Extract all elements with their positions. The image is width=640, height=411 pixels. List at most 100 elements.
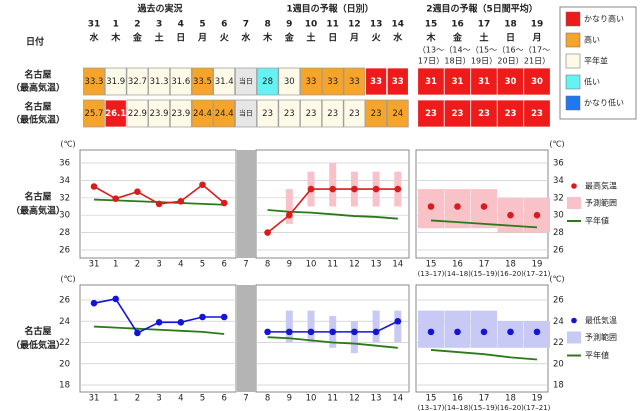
x-tick-label: 11 — [327, 394, 338, 404]
x-sublabel: (13–17) — [418, 404, 445, 411]
range-bar — [372, 310, 380, 343]
value-dot — [372, 185, 380, 193]
table-cell — [126, 67, 149, 96]
table-cell — [191, 99, 214, 128]
table-cell — [104, 99, 127, 128]
x-sublabel: (14–18) — [444, 404, 471, 411]
date-weekday: 月 — [349, 33, 359, 44]
range-bar — [394, 310, 402, 343]
value-dot — [90, 183, 98, 190]
cell-value: 25.7 — [85, 109, 104, 119]
date-weekday: 木 — [110, 32, 121, 44]
cell-value: 23 — [478, 109, 490, 119]
date-day: 16 — [451, 20, 464, 30]
x-tick-label: 3 — [156, 394, 161, 404]
date-weekday: 木 — [262, 32, 273, 44]
date-weekday: 土 — [306, 32, 315, 44]
date-period: 18日） — [444, 57, 470, 66]
y-unit: (℃) — [60, 140, 75, 149]
cell-value: 33 — [392, 77, 404, 87]
date-weekday: 日 — [328, 33, 337, 44]
x-tick-label: 12 — [349, 394, 360, 404]
range-bar — [285, 189, 293, 224]
y-tick-label: 30 — [59, 211, 70, 221]
x-sublabel: (17–21) — [524, 404, 551, 411]
date-period: （14～ — [444, 46, 470, 55]
cell-value: 当日 — [239, 109, 253, 118]
date-weekday: 日 — [506, 33, 515, 44]
y-tick-label: 26 — [553, 246, 564, 256]
x-tick-label: 10 — [306, 394, 317, 404]
range-bar — [350, 321, 358, 354]
y-tick-label: 18 — [553, 381, 564, 391]
legend-dot — [571, 183, 577, 189]
date-day: 3 — [156, 20, 162, 30]
value-dot — [351, 185, 358, 193]
x-tick-label: 17 — [479, 260, 490, 270]
date-weekday: 水 — [393, 32, 403, 44]
group-title: 過去の実況 — [136, 3, 182, 15]
y-tick-label: 28 — [553, 228, 564, 238]
legend-dot — [571, 317, 577, 324]
x-tick-label: 4 — [178, 394, 183, 404]
cell-value: 31 — [452, 77, 464, 87]
table-cell — [213, 67, 236, 96]
chart-label: 名古屋 — [24, 325, 51, 337]
cell-value: 28 — [262, 77, 273, 87]
x-tick-label: 17 — [479, 394, 490, 404]
date-day: 5 — [199, 20, 205, 30]
value-dot — [220, 199, 228, 207]
value-dot — [134, 329, 141, 337]
x-tick-label: 2 — [135, 260, 140, 270]
cell-value: 23 — [425, 109, 437, 119]
cell-value: 33 — [349, 77, 360, 87]
table-cell — [213, 99, 236, 128]
value-dot — [427, 328, 435, 336]
legend-label: かなり高い — [584, 14, 624, 24]
x-tick-label: 6 — [221, 260, 226, 270]
x-tick-label: 12 — [349, 260, 360, 270]
x-tick-label: 10 — [306, 260, 317, 270]
table-cell — [278, 99, 301, 128]
x-tick-label: 4 — [178, 260, 183, 270]
y-tick-label: 18 — [59, 381, 70, 391]
cell-value: 31.3 — [150, 77, 169, 87]
normal-line — [430, 349, 538, 361]
date-weekday: 木 — [425, 32, 436, 44]
date-period: 20日） — [497, 57, 523, 66]
date-weekday: 金 — [452, 32, 463, 44]
cell-value: 31 — [478, 77, 490, 87]
legend-label: 予測範囲 — [585, 198, 617, 208]
x-tick-label: 13 — [371, 394, 382, 404]
y-tick-label: 32 — [553, 193, 564, 203]
x-sublabel: (13–17) — [418, 270, 445, 278]
value-dot — [134, 188, 141, 196]
legend-label: 平年値 — [585, 216, 609, 226]
y-tick-label: 32 — [59, 193, 70, 203]
x-sublabel: (14–18) — [444, 270, 471, 278]
x-tick-label: 31 — [89, 260, 100, 270]
cell-value: 23.9 — [150, 109, 169, 119]
x-tick-label: 7 — [243, 260, 248, 270]
normal-line — [93, 325, 225, 335]
date-weekday: 日 — [176, 33, 185, 44]
value-dot — [307, 328, 315, 336]
value-dot — [286, 211, 293, 219]
date-day: 17 — [478, 20, 491, 30]
date-weekday: 火 — [220, 33, 230, 44]
cell-value: 33 — [327, 77, 338, 87]
x-tick-label: 8 — [265, 260, 270, 270]
date-day: 9 — [286, 20, 292, 30]
x-tick-label: 31 — [89, 394, 100, 404]
y-tick-label: 22 — [553, 338, 564, 348]
date-day: 6 — [221, 20, 227, 30]
cell-value: 24 — [392, 109, 403, 119]
value-dot — [427, 203, 435, 210]
value-dot — [351, 328, 358, 336]
value-dot — [454, 328, 461, 336]
legend-range — [567, 197, 581, 209]
value-dot — [329, 185, 337, 193]
date-day: 31 — [88, 20, 101, 30]
cell-value: 22.9 — [128, 109, 147, 119]
